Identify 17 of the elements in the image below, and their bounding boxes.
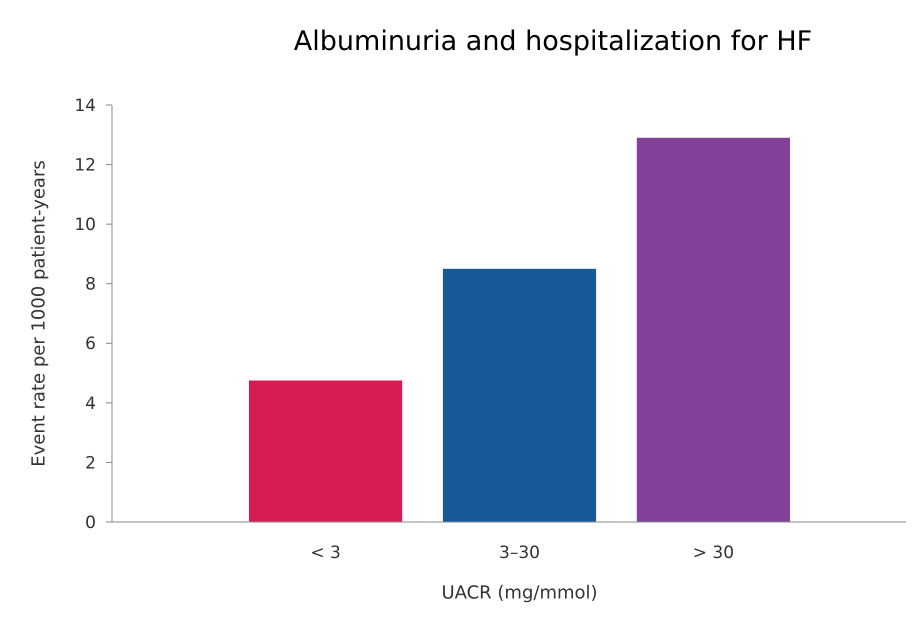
- y-tick-label: 10: [74, 215, 96, 236]
- y-tick-label: 2: [85, 453, 96, 474]
- bar: [636, 138, 790, 522]
- x-tick-label: 3–30: [499, 542, 540, 563]
- chart-title: Albuminuria and hospitalization for HF: [294, 26, 812, 57]
- x-tick-label: < 3: [310, 542, 341, 563]
- bar: [442, 268, 596, 522]
- x-tick-label: > 30: [692, 542, 734, 563]
- y-tick-label: 0: [85, 512, 96, 533]
- y-tick-label: 12: [74, 156, 96, 176]
- y-tick-label: 4: [85, 394, 96, 414]
- bar: [249, 380, 402, 522]
- x-axis-title: UACR (mg/mmol): [441, 582, 598, 604]
- y-tick-label: 6: [85, 334, 96, 354]
- y-tick-label: 8: [85, 274, 96, 295]
- y-axis-title: Event rate per 1000 patient-years: [28, 160, 50, 467]
- y-tick-label: 14: [74, 96, 96, 116]
